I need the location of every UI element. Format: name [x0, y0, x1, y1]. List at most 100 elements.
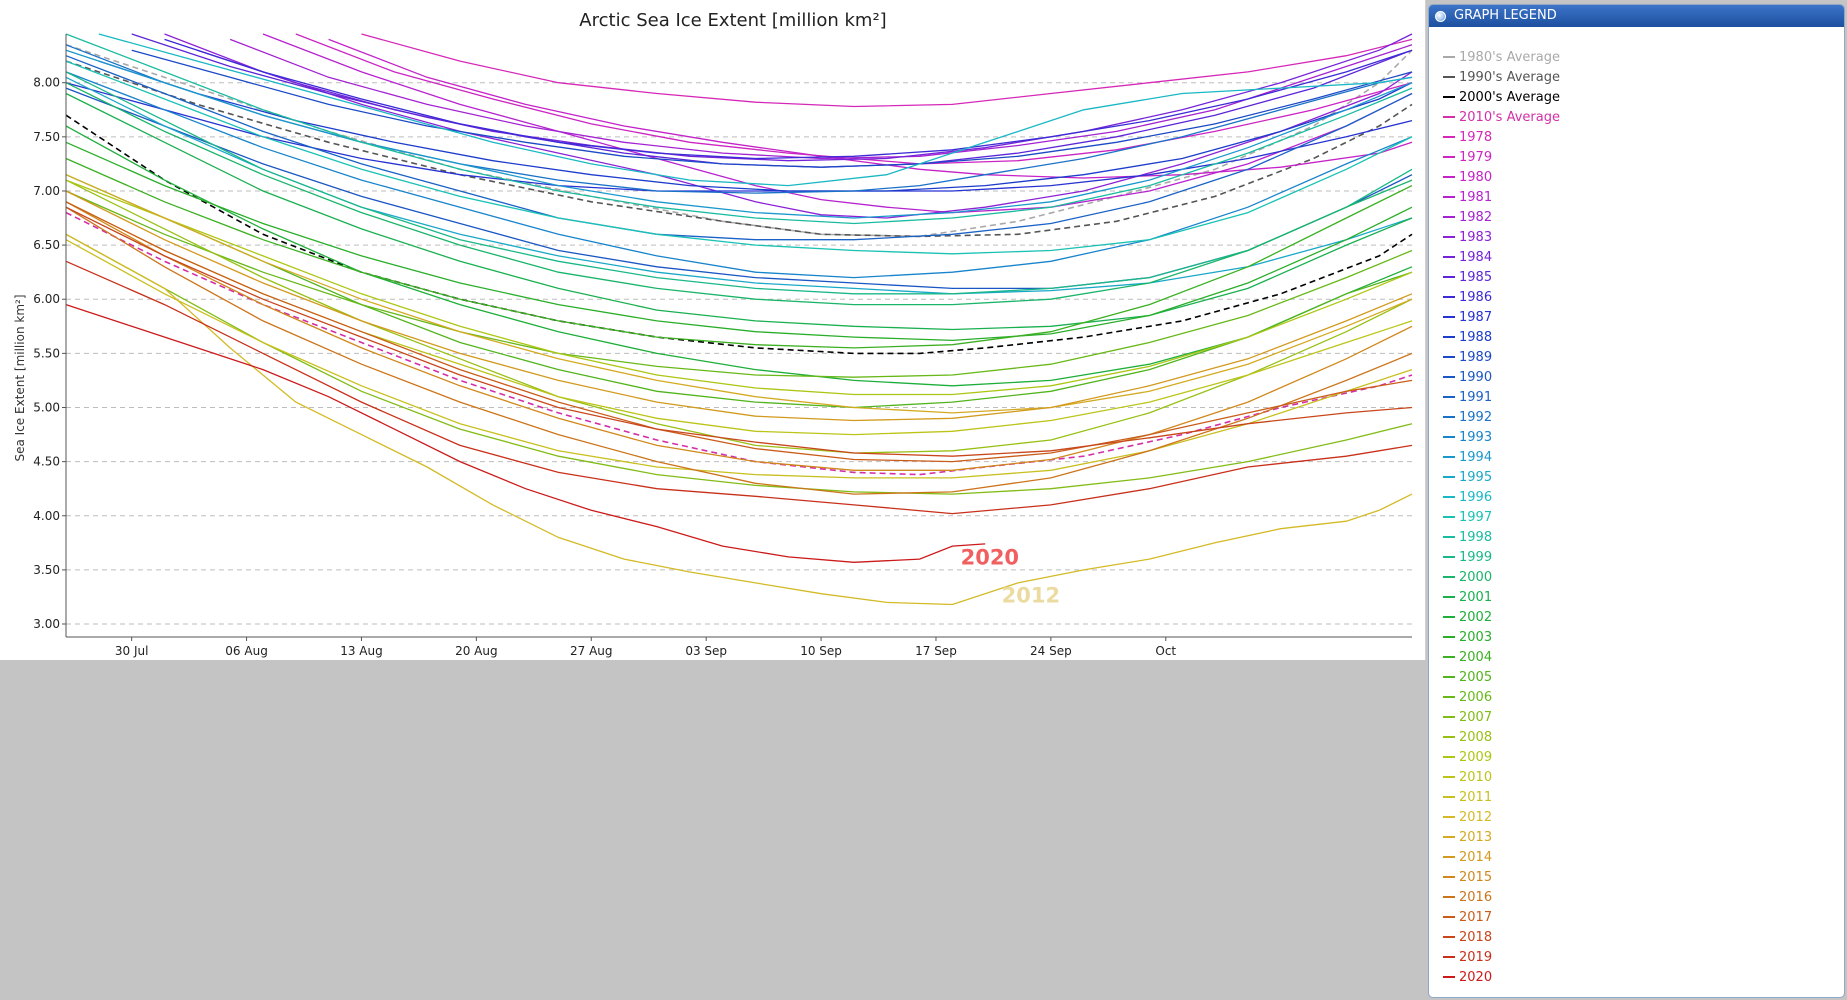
legend-item-1987[interactable]: 1987: [1443, 307, 1560, 327]
legend-item-1998[interactable]: 1998: [1443, 527, 1560, 547]
legend-item-2017[interactable]: 2017: [1443, 907, 1560, 927]
y-tick-label: 6.00: [33, 292, 60, 306]
legend-item-1980-s-average[interactable]: 1980's Average: [1443, 47, 1560, 67]
legend-item-2012[interactable]: 2012: [1443, 807, 1560, 827]
legend-item-1993[interactable]: 1993: [1443, 427, 1560, 447]
legend-item-2001[interactable]: 2001: [1443, 587, 1560, 607]
legend-item-1979[interactable]: 1979: [1443, 147, 1560, 167]
legend-label: 1997: [1459, 509, 1493, 525]
legend-item-1989[interactable]: 1989: [1443, 347, 1560, 367]
series-line-1984: [197, 33, 1413, 162]
legend-item-2011[interactable]: 2011: [1443, 787, 1560, 807]
legend-swatch: [1443, 916, 1455, 918]
legend-swatch: [1443, 876, 1455, 878]
legend-swatch: [1443, 276, 1455, 278]
legend-item-1984[interactable]: 1984: [1443, 247, 1560, 267]
legend-label: 1992: [1459, 409, 1493, 425]
y-tick-label: 6.50: [33, 238, 60, 252]
legend-item-2006[interactable]: 2006: [1443, 687, 1560, 707]
legend-swatch: [1443, 596, 1455, 598]
legend-item-1990-s-average[interactable]: 1990's Average: [1443, 67, 1560, 87]
legend-label: 2004: [1459, 649, 1493, 665]
legend-label: 1996: [1459, 489, 1493, 505]
legend-item-2018[interactable]: 2018: [1443, 927, 1560, 947]
series-line-2018: [65, 206, 1413, 457]
legend-item-2004[interactable]: 2004: [1443, 647, 1560, 667]
legend-item-2005[interactable]: 2005: [1443, 667, 1560, 687]
legend-item-2019[interactable]: 2019: [1443, 947, 1560, 967]
legend-item-2010[interactable]: 2010: [1443, 767, 1560, 787]
legend-item-2015[interactable]: 2015: [1443, 867, 1560, 887]
legend-item-1983[interactable]: 1983: [1443, 227, 1560, 247]
series-line-2016: [65, 206, 1413, 495]
legend-item-1981[interactable]: 1981: [1443, 187, 1560, 207]
legend-item-1999[interactable]: 1999: [1443, 547, 1560, 567]
legend-label: 1989: [1459, 349, 1493, 365]
legend-item-1990[interactable]: 1990: [1443, 367, 1560, 387]
legend-item-1992[interactable]: 1992: [1443, 407, 1560, 427]
legend-item-1982[interactable]: 1982: [1443, 207, 1560, 227]
legend-item-2009[interactable]: 2009: [1443, 747, 1560, 767]
series-line-2006: [65, 190, 1413, 378]
series-line-1993: [65, 71, 1413, 279]
legend-label: 1994: [1459, 449, 1493, 465]
series-lines: [65, 33, 1413, 606]
legend-label: 2017: [1459, 909, 1493, 925]
series-line-2000-s-average: [65, 114, 1413, 355]
legend-swatch: [1443, 856, 1455, 858]
legend-label: 1980's Average: [1459, 49, 1560, 65]
chart-title: Arctic Sea Ice Extent [million km²]: [579, 10, 886, 31]
legend-label: 1983: [1459, 229, 1493, 245]
legend-swatch: [1443, 736, 1455, 738]
x-tick-label: Oct: [1155, 644, 1176, 658]
legend-item-2020[interactable]: 2020: [1443, 967, 1560, 987]
series-line-2009: [65, 179, 1413, 396]
legend-label: 1982: [1459, 209, 1493, 225]
legend-item-2010-s-average[interactable]: 2010's Average: [1443, 107, 1560, 127]
legend-item-1997[interactable]: 1997: [1443, 507, 1560, 527]
legend-label: 2014: [1459, 849, 1493, 865]
legend-item-1996[interactable]: 1996: [1443, 487, 1560, 507]
series-line-2020: [65, 303, 986, 563]
legend-swatch: [1443, 356, 1455, 358]
legend-item-1995[interactable]: 1995: [1443, 467, 1560, 487]
legend-item-2008[interactable]: 2008: [1443, 727, 1560, 747]
legend-label: 1979: [1459, 149, 1493, 165]
legend-label: 2007: [1459, 709, 1493, 725]
annotation-2012: 2012: [1002, 583, 1060, 607]
legend-item-2000-s-average[interactable]: 2000's Average: [1443, 87, 1560, 107]
legend-item-1988[interactable]: 1988: [1443, 327, 1560, 347]
legend-item-2007[interactable]: 2007: [1443, 707, 1560, 727]
legend-item-1991[interactable]: 1991: [1443, 387, 1560, 407]
tick-labels: 8.00 7.50 7.00 6.50 6.00 5.50 5.00 4.50 4.00 3.50…: [33, 76, 1176, 658]
legend-item-2002[interactable]: 2002: [1443, 607, 1560, 627]
legend-item-1994[interactable]: 1994: [1443, 447, 1560, 467]
legend-label: 2000's Average: [1459, 89, 1560, 105]
x-tick-label: 20 Aug: [455, 644, 498, 658]
y-tick-label: 7.50: [33, 130, 60, 144]
legend-swatch: [1443, 796, 1455, 798]
legend-item-2003[interactable]: 2003: [1443, 627, 1560, 647]
legend-item-2000[interactable]: 2000: [1443, 567, 1560, 587]
series-line-1981: [262, 33, 1413, 214]
legend-item-1985[interactable]: 1985: [1443, 267, 1560, 287]
legend-header[interactable]: GRAPH LEGEND: [1429, 5, 1844, 27]
series-line-2017: [65, 201, 1413, 463]
x-tick-label: 13 Aug: [340, 644, 383, 658]
y-tick-label: 3.50: [33, 563, 60, 577]
legend-item-1986[interactable]: 1986: [1443, 287, 1560, 307]
legend-label: 1980: [1459, 169, 1493, 185]
legend-item-2014[interactable]: 2014: [1443, 847, 1560, 867]
legend-item-2016[interactable]: 2016: [1443, 887, 1560, 907]
legend-swatch: [1443, 816, 1455, 818]
legend-label: 1987: [1459, 309, 1493, 325]
legend-item-2013[interactable]: 2013: [1443, 827, 1560, 847]
legend-label: 2000: [1459, 569, 1493, 585]
y-tick-label: 5.00: [33, 400, 60, 414]
legend-swatch: [1443, 416, 1455, 418]
x-tick-label: 24 Sep: [1030, 644, 1072, 658]
legend-item-1980[interactable]: 1980: [1443, 167, 1560, 187]
legend-swatch: [1443, 516, 1455, 518]
legend-item-1978[interactable]: 1978: [1443, 127, 1560, 147]
legend-swatch: [1443, 676, 1455, 678]
